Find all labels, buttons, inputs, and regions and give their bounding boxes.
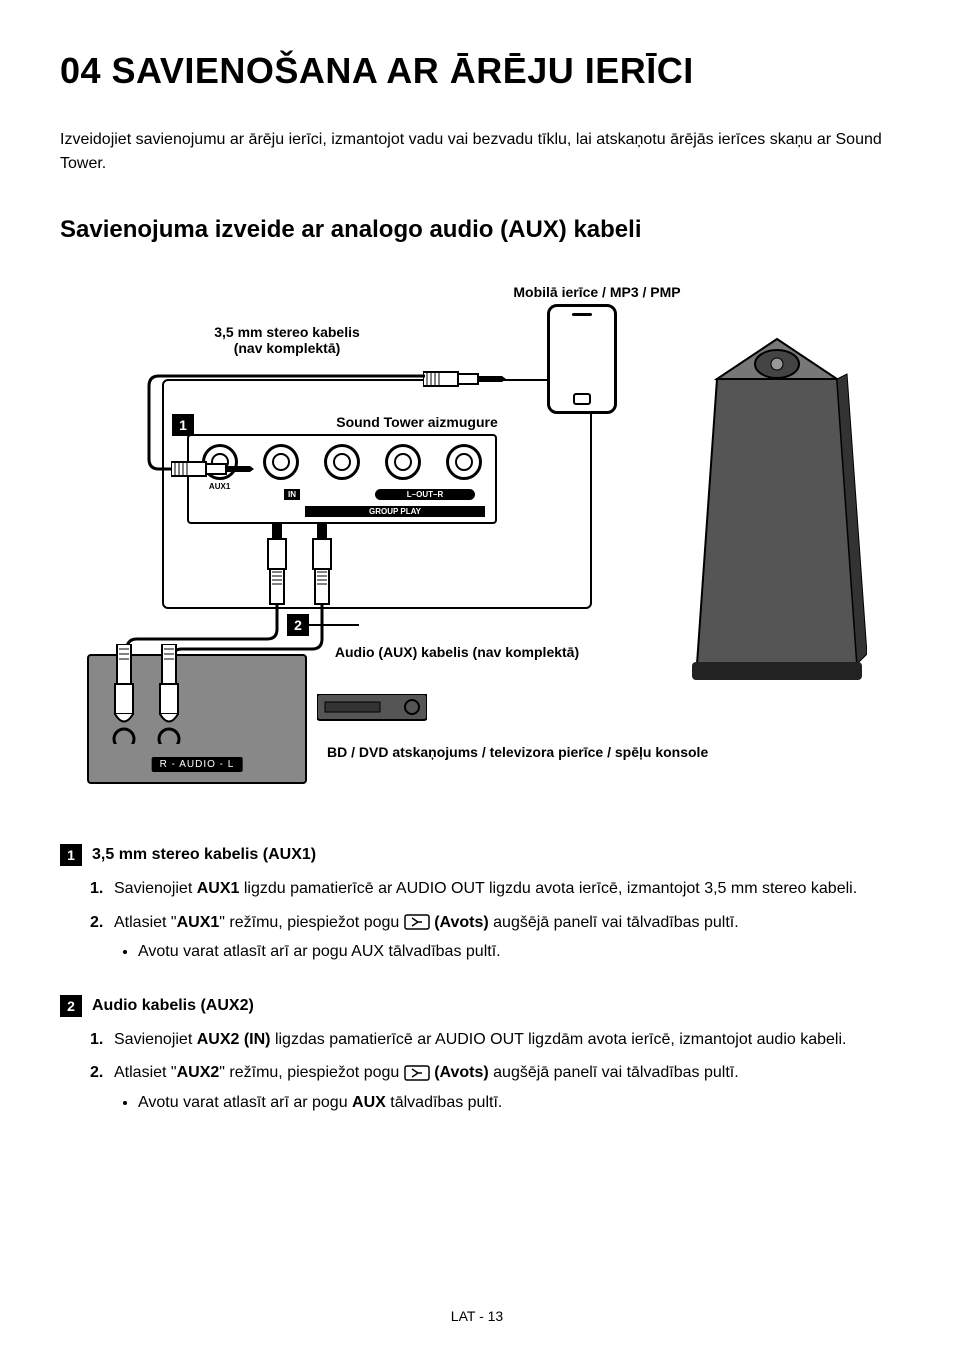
stereo-cable-label: 3,5 mm stereo kabelis (nav komplektā) — [187, 324, 387, 356]
mobile-label: Mobilā ierīce / MP3 / PMP — [467, 284, 727, 300]
bd-dvd-label: BD / DVD atskaņojums / televizora pierīc… — [327, 744, 787, 760]
inst1-bullet: Avotu varat atlasīt arī ar pogu AUX tālv… — [138, 939, 894, 965]
page-footer: LAT - 13 — [0, 1308, 954, 1324]
inst1-heading: 1 3,5 mm stereo kabelis (AUX1) — [60, 844, 894, 866]
aux-cable-label: Audio (AUX) kabelis (nav komplektā) — [317, 644, 597, 660]
section-title: Savienojuma izveide ar analogo audio (AU… — [60, 216, 894, 244]
aux1-label: AUX1 — [200, 482, 240, 491]
stereo-cable-line2: (nav komplektā) — [234, 340, 341, 356]
out-label: L–OUT–R — [375, 489, 475, 500]
source-icon — [404, 1065, 430, 1081]
inst2-list: Savienojiet AUX2 (IN) ligzdas pamatierīc… — [60, 1027, 894, 1116]
inst2-bullet: Avotu varat atlasīt arī ar pogu AUX tālv… — [138, 1090, 894, 1116]
inst1-list: Savienojiet AUX1 ligzdu pamatierīcē ar A… — [60, 876, 894, 965]
rca-plug-r — [154, 644, 184, 744]
dvd-player: R - AUDIO - L — [87, 654, 307, 784]
connection-diagram: Mobilā ierīce / MP3 / PMP 3,5 mm stereo … — [87, 284, 867, 804]
inst2-heading: 2 Audio kabelis (AUX2) — [60, 995, 894, 1017]
page-title: 04 SAVIENOŠANA AR ĀRĒJU IERĪCI — [60, 50, 894, 92]
inst2-step1: Savienojiet AUX2 (IN) ligzdas pamatierīc… — [90, 1027, 894, 1053]
inst1-step2: Atlasiet "AUX1" režīmu, piespiežot pogu … — [90, 910, 894, 965]
inst2-step2: Atlasiet "AUX2" režīmu, piespiežot pogu … — [90, 1060, 894, 1115]
sound-tower-speaker — [687, 324, 867, 684]
stereo-cable-line1: 3,5 mm stereo kabelis — [214, 324, 360, 340]
inst2-title: Audio kabelis (AUX2) — [92, 997, 254, 1015]
intro-paragraph: Izveidojiet savienojumu ar ārēju ierīci,… — [60, 128, 894, 176]
inst1-title: 3,5 mm stereo kabelis (AUX1) — [92, 846, 316, 864]
plug-35mm-right — [423, 369, 543, 389]
dvd-front — [317, 694, 427, 724]
in-label: IN — [284, 489, 300, 500]
rca-plug-l — [109, 644, 139, 744]
audio-lr-label: R - AUDIO - L — [152, 757, 243, 772]
inst1-step1: Savienojiet AUX1 ligzdu pamatierīcē ar A… — [90, 876, 894, 902]
inst2-badge: 2 — [60, 995, 82, 1017]
mobile-device — [547, 304, 617, 414]
out-jack-r — [444, 444, 484, 480]
group-play-label: GROUP PLAY — [305, 506, 485, 517]
rca-down-2 — [307, 524, 337, 609]
rca-down-1 — [262, 524, 292, 609]
inst1-badge: 1 — [60, 844, 82, 866]
source-icon — [404, 914, 430, 930]
cable-top — [147, 364, 437, 474]
